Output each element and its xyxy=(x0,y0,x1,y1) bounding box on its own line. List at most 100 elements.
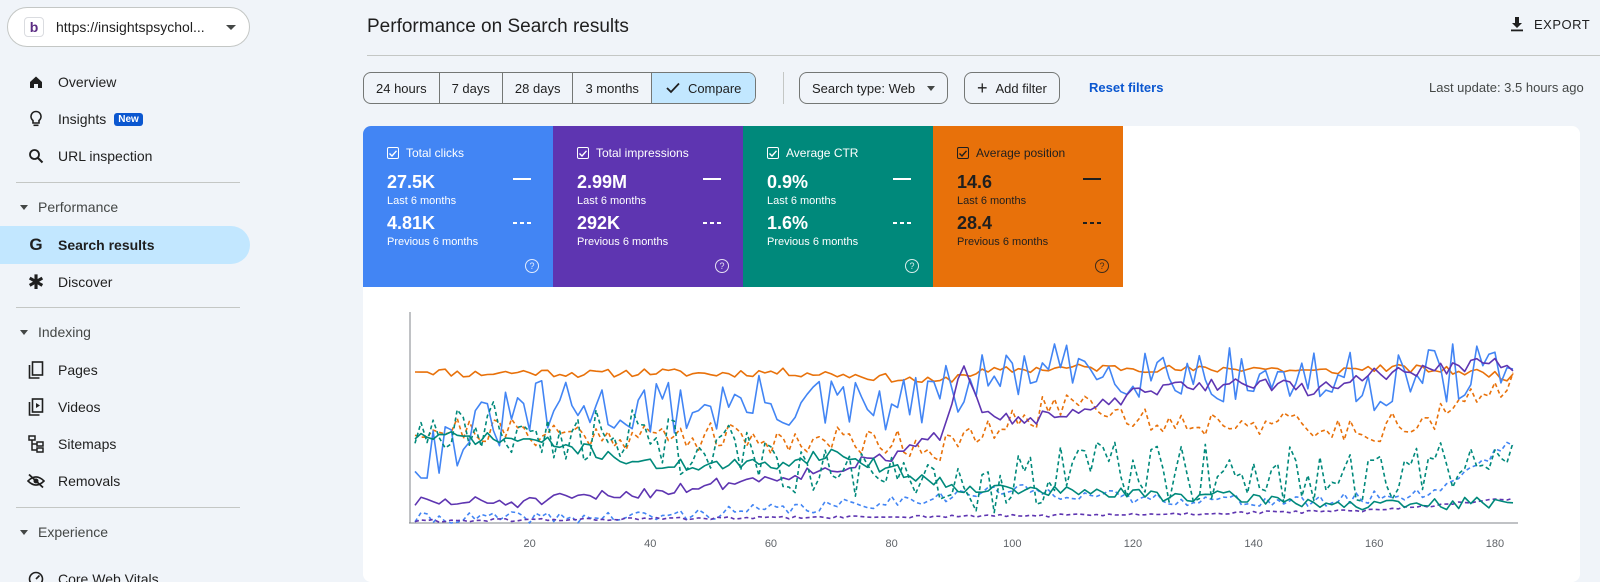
google-g-icon: G xyxy=(29,235,43,254)
range-24-hours[interactable]: 24 hours xyxy=(364,73,440,103)
range-28-days[interactable]: 28 days xyxy=(503,73,574,103)
compare-label: Compare xyxy=(687,80,742,96)
sidebar-item-label: Discover xyxy=(58,274,113,290)
sidebar-item-pages[interactable]: Pages xyxy=(0,351,250,389)
x-tick-label: 180 xyxy=(1486,538,1504,550)
x-tick-label: 80 xyxy=(885,538,897,550)
section-performance[interactable]: Performance xyxy=(0,192,118,222)
sidebar-item-insights[interactable]: Insights New xyxy=(0,100,250,138)
help-icon[interactable]: ? xyxy=(1095,259,1109,273)
home-icon xyxy=(26,72,46,92)
metric-current-label: Last 6 months xyxy=(387,195,457,207)
help-icon[interactable]: ? xyxy=(525,259,539,273)
metric-previous-label: Previous 6 months xyxy=(387,236,479,248)
series-line-6 xyxy=(414,431,1514,511)
section-experience[interactable]: Experience xyxy=(0,517,108,547)
add-filter-button[interactable]: + Add filter xyxy=(964,72,1060,104)
metric-previous-value: 4.81K xyxy=(387,213,436,233)
metric-previous-label: Previous 6 months xyxy=(957,236,1049,248)
visibility-off-icon xyxy=(26,471,46,491)
range-7-days[interactable]: 7 days xyxy=(440,73,503,103)
solid-line-legend xyxy=(893,178,911,180)
property-selector[interactable]: b https://insightspsychol... xyxy=(7,7,250,47)
metric-current-label: Last 6 months xyxy=(577,195,647,207)
metric-average-ctr[interactable]: Average CTR 0.9% Last 6 months 1.6% Prev… xyxy=(743,126,933,287)
solid-line-legend xyxy=(1083,178,1101,180)
search-icon xyxy=(26,146,46,166)
check-icon xyxy=(666,82,680,94)
download-icon xyxy=(1511,17,1523,32)
metric-previous-value: 28.4 xyxy=(957,213,993,233)
solid-line-legend xyxy=(513,178,531,180)
metric-current-value: 27.5K xyxy=(387,172,436,192)
export-button[interactable]: EXPORT xyxy=(1510,16,1590,32)
dashed-line-legend xyxy=(703,222,721,224)
x-tick-label: 40 xyxy=(644,538,656,550)
divider xyxy=(16,507,240,508)
solid-line-legend xyxy=(703,178,721,180)
sidebar-item-label: Sitemaps xyxy=(58,436,117,452)
checkbox-checked-icon[interactable] xyxy=(957,147,969,159)
checkbox-checked-icon[interactable] xyxy=(387,147,399,159)
sidebar-item-overview[interactable]: Overview xyxy=(0,63,250,101)
sidebar-item-label: Removals xyxy=(58,473,121,489)
checkbox-checked-icon[interactable] xyxy=(767,147,779,159)
metric-current-value: 14.6 xyxy=(957,172,993,192)
add-filter-label: Add filter xyxy=(995,80,1047,96)
metric-previous-value: 1.6% xyxy=(767,213,809,233)
metric-name: Average CTR xyxy=(786,146,859,160)
x-tick-label: 120 xyxy=(1124,538,1142,550)
property-logo: b xyxy=(24,17,44,37)
sidebar-item-label: Overview xyxy=(58,74,117,90)
metric-total-impressions[interactable]: Total impressions 2.99M Last 6 months 29… xyxy=(553,126,743,287)
filter-divider xyxy=(783,72,784,104)
series-line-1 xyxy=(414,372,1514,462)
sidebar-item-label: Insights xyxy=(58,111,107,127)
date-range-selector: 24 hours 7 days 28 days 3 months Compare xyxy=(363,72,757,104)
x-tick-label: 60 xyxy=(765,538,777,550)
range-3-months[interactable]: 3 months xyxy=(573,73,652,103)
series-line-2 xyxy=(414,343,1514,479)
pages-icon xyxy=(26,360,46,380)
metric-current-value: 0.9% xyxy=(767,172,809,192)
checkbox-checked-icon[interactable] xyxy=(577,147,589,159)
sidebar-item-sitemaps[interactable]: Sitemaps xyxy=(0,425,250,463)
help-icon[interactable]: ? xyxy=(715,259,729,273)
range-compare[interactable]: Compare xyxy=(651,73,756,103)
sidebar-item-core-web-vitals[interactable]: Core Web Vitals xyxy=(0,560,250,582)
metric-previous-value: 292K xyxy=(577,213,621,233)
divider xyxy=(16,182,240,183)
sidebar: b https://insightspsychol... Overview In… xyxy=(0,0,250,582)
metric-current-label: Last 6 months xyxy=(957,195,1027,207)
search-type-filter[interactable]: Search type: Web xyxy=(799,72,949,104)
sidebar-item-removals[interactable]: Removals xyxy=(0,462,250,500)
sitemap-icon xyxy=(26,434,46,454)
caret-down-icon xyxy=(20,529,28,535)
lightbulb-icon xyxy=(26,109,46,129)
chevron-down-icon xyxy=(226,24,236,30)
asterisk-icon: ✱ xyxy=(27,271,45,294)
sidebar-item-url-inspection[interactable]: URL inspection xyxy=(0,137,250,175)
metric-name: Total impressions xyxy=(596,146,689,160)
help-icon[interactable]: ? xyxy=(905,259,919,273)
metric-total-clicks[interactable]: Total clicks 27.5K Last 6 months 4.81K P… xyxy=(363,126,553,287)
series-line-4 xyxy=(414,357,1514,509)
header-divider xyxy=(367,55,1600,56)
metric-current-value: 2.99M xyxy=(577,172,628,192)
last-update-text: Last update: 3.5 hours ago xyxy=(1429,80,1584,95)
section-label: Indexing xyxy=(38,324,91,340)
metric-current-label: Last 6 months xyxy=(767,195,837,207)
x-tick-label: 160 xyxy=(1365,538,1383,550)
metric-previous-label: Previous 6 months xyxy=(577,236,669,248)
sidebar-item-videos[interactable]: Videos xyxy=(0,388,250,426)
metric-average-position[interactable]: Average position 14.6 Last 6 months 28.4… xyxy=(933,126,1123,287)
sidebar-item-search-results[interactable]: G Search results xyxy=(0,226,250,264)
property-url: https://insightspsychol... xyxy=(56,19,205,35)
section-label: Performance xyxy=(38,199,119,215)
sidebar-item-discover[interactable]: ✱ Discover xyxy=(0,263,250,301)
section-indexing[interactable]: Indexing xyxy=(0,317,91,347)
gauge-icon xyxy=(26,569,46,582)
reset-filters-link[interactable]: Reset filters xyxy=(1089,80,1164,95)
dashed-line-legend xyxy=(893,222,911,224)
caret-down-icon xyxy=(20,204,28,210)
